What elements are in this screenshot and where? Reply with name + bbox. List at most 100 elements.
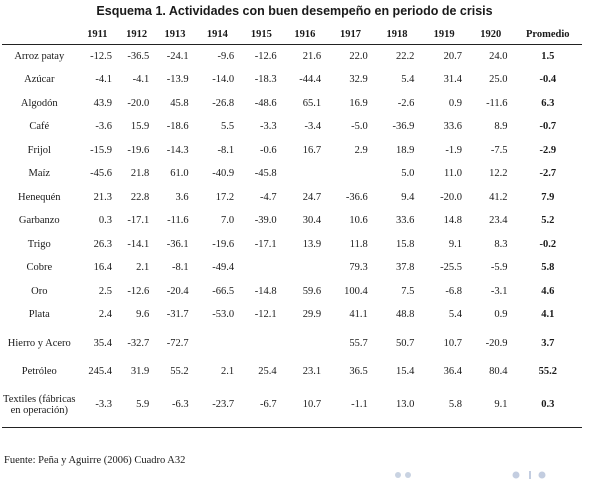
value-cell: 50.7 [395,337,415,349]
table-row: Petróleo 245.4 31.9 55.2 2.1 25.4 23.1 36.5 15.4… [2,360,582,384]
value-cell: -14.3 [166,144,189,156]
value-cell: 61.0 [170,168,189,180]
value-cell: -66.5 [212,285,235,297]
value-cell: 31.9 [130,365,150,377]
value-cell: -44.4 [299,74,322,86]
row-label: Henequén [17,191,61,203]
value-cell: -48.6 [254,97,277,109]
value-cell: 24.7 [302,191,322,203]
value-cell: 22.8 [130,191,150,203]
value-cell: -8.1 [171,262,189,274]
header-cell-average: Promedio [525,28,570,40]
average-cell: -2.9 [539,144,557,156]
value-cell: -1.1 [351,399,368,411]
value-cell: -23.7 [212,399,235,411]
value-cell: -6.8 [445,285,462,297]
value-cell: -18.3 [254,74,277,86]
value-cell [283,162,328,186]
value-cell: -36.9 [392,121,415,133]
table-row: Textiles (fábricas en operación) -3.3 5.9 -… [2,383,582,427]
source-note: Fuente: Peña y Aguirre (2006) Cuadro A32 [4,455,186,466]
row-label: Arroz patay [14,51,65,62]
value-cell: -49.4 [212,262,235,274]
average-cell: 4.6 [541,285,555,297]
value-cell: 9.1 [448,238,462,250]
value-cell: 37.8 [395,262,415,274]
value-cell: 41.1 [349,309,368,321]
value-cell: 59.6 [302,285,322,297]
value-cell: 55.7 [349,337,368,349]
decorative-dot [538,471,546,479]
value-cell: -2.6 [397,97,415,109]
value-cell: 33.6 [395,215,415,227]
value-cell: 13.0 [395,399,415,411]
value-cell [283,256,328,280]
row-label: Maíz [28,168,51,180]
decorative-dot [405,472,411,478]
row-label: Hierro y Acero [7,337,71,349]
value-cell: -3.3 [260,121,277,133]
value-cell: 26.3 [93,238,112,250]
value-cell: -3.3 [95,399,112,411]
average-cell: -2.7 [539,168,557,180]
value-cell: 3.6 [175,191,189,203]
value-cell: 8.3 [494,238,508,250]
value-cell: -19.6 [127,144,150,156]
average-cell: 5.2 [541,215,555,227]
value-cell: 9.1 [494,399,508,411]
value-cell: -17.1 [127,215,150,227]
value-cell: 15.8 [395,238,415,250]
table-row: Trigo 26.3 -14.1 -36.1 -19.6 -17.1 13.9 11.8 15.… [2,233,582,257]
value-cell: 36.4 [443,365,462,377]
value-cell: 21.6 [302,51,322,62]
row-label: Oro [31,285,48,297]
value-cell: 65.1 [302,97,322,109]
row-label: Cobre [26,262,53,274]
value-cell: -19.6 [212,238,235,250]
table-row: Algodón 43.9 -20.0 45.8 -26.8 -48.6 65.1 16.9 -2… [2,92,582,116]
row-label: Petróleo [21,365,57,377]
value-cell: -39.0 [254,215,277,227]
header-cell-label [2,24,77,45]
value-cell: 32.9 [349,74,368,86]
value-cell: 22.0 [349,51,368,62]
value-cell: -11.6 [167,215,189,227]
value-cell: -36.6 [345,191,368,203]
value-cell: -45.6 [90,168,112,180]
row-label: Garbanzo [18,215,60,227]
value-cell: -72.7 [166,337,189,349]
value-cell: -6.7 [260,399,277,411]
header-cell-year: 1913 [164,28,186,40]
value-cell: -17.1 [254,238,277,250]
value-cell: -3.1 [490,285,508,297]
table-row: Azúcar -4.1 -4.1 -13.9 -14.0 -18.3 -44.4 32.9 5.… [2,68,582,92]
value-cell: 100.4 [344,285,368,297]
value-cell: -20.0 [440,191,462,203]
value-cell: -12.1 [254,309,277,321]
value-cell: 23.1 [302,365,322,377]
table-title: Esquema 1. Actividades con buen desempeñ… [96,4,493,18]
value-cell: 9.6 [136,309,150,321]
value-cell: 5.4 [401,74,415,86]
value-cell: 36.5 [349,365,368,377]
value-cell: 0.3 [98,215,112,227]
value-cell: -20.9 [485,337,508,349]
value-cell: 24.0 [489,51,508,62]
header-cell-year: 1919 [433,28,455,40]
value-cell: 18.9 [395,144,415,156]
value-cell: 21.8 [130,168,150,180]
average-cell: -0.7 [539,121,557,133]
value-cell: 10.7 [302,399,322,411]
value-cell: 25.4 [258,365,277,377]
value-cell: 2.1 [136,262,150,274]
value-cell: 31.4 [443,74,462,86]
value-cell: -3.6 [95,121,112,133]
value-cell: -36.5 [127,51,150,62]
value-cell: 10.7 [443,337,462,349]
value-cell: -36.1 [166,238,189,250]
header-cell-year: 1918 [386,28,408,40]
value-cell: 11.8 [349,238,368,250]
value-cell: 9.4 [401,191,415,203]
value-cell: -5.0 [351,121,368,133]
row-label: Azúcar [24,74,55,86]
